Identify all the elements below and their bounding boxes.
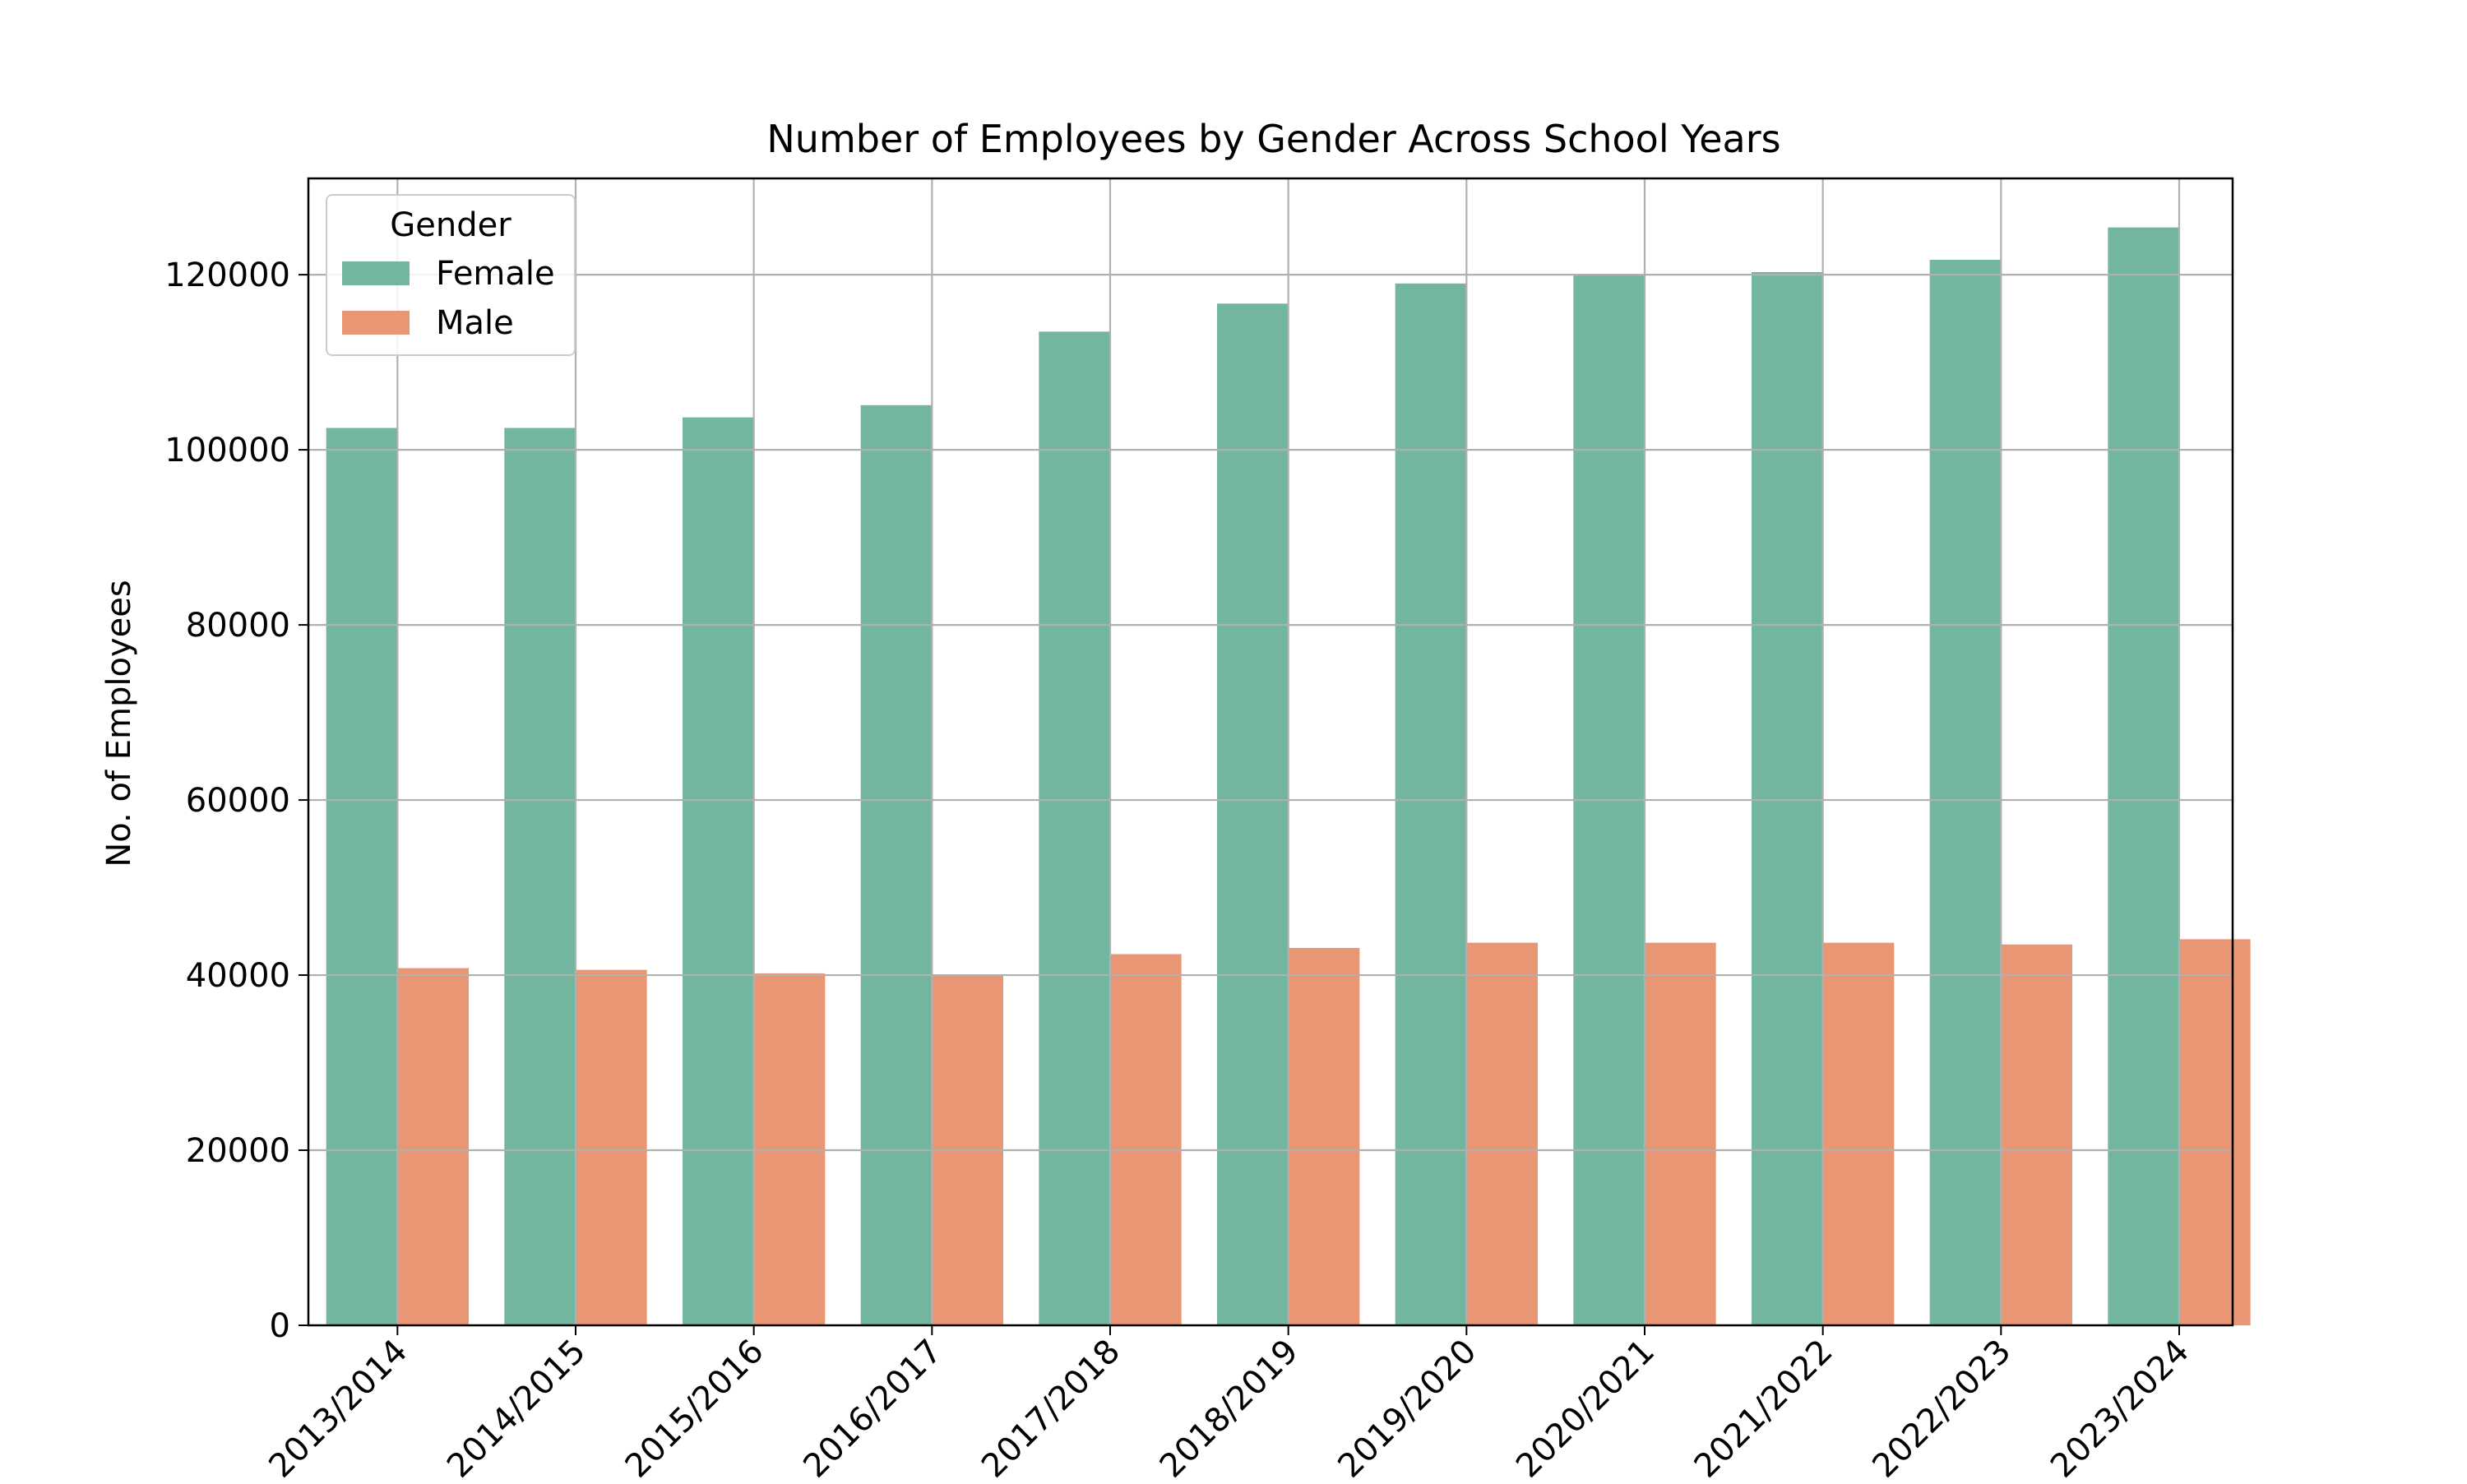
y-tick-label: 20000 <box>186 1132 290 1170</box>
bar-female-2014-2015 <box>504 428 576 1325</box>
y-axis-label: No. of Employees <box>100 580 138 867</box>
x-tick-label: 2014/2015 <box>440 1333 593 1480</box>
bar-male-2023-2024 <box>2179 939 2251 1325</box>
legend-swatch-male <box>342 311 410 335</box>
bar-female-2019-2020 <box>1395 283 1467 1325</box>
bar-female-2013-2014 <box>326 428 398 1325</box>
x-tick-label: 2021/2022 <box>1687 1333 1840 1480</box>
x-tick-label: 2023/2024 <box>2043 1333 2196 1480</box>
x-tick-label: 2013/2014 <box>262 1333 414 1480</box>
bar-male-2021-2022 <box>1822 942 1895 1325</box>
bar-male-2014-2015 <box>576 969 647 1325</box>
legend-title: Gender <box>390 206 511 244</box>
y-tick-label: 60000 <box>186 782 290 820</box>
x-tick-label: 2016/2017 <box>796 1333 949 1480</box>
bar-male-2018-2019 <box>1288 948 1360 1325</box>
legend: Gender Female Male <box>326 194 576 356</box>
plot-frame <box>307 177 2234 1327</box>
y-tick-label: 100000 <box>164 432 290 469</box>
bar-male-2020-2021 <box>1645 942 1716 1325</box>
bar-female-2023-2024 <box>2108 227 2179 1326</box>
bar-male-2017-2018 <box>1110 954 1182 1325</box>
x-tick-label: 2017/2018 <box>974 1333 1127 1480</box>
bar-female-2022-2023 <box>1929 260 2002 1325</box>
legend-label-male: Male <box>436 304 514 342</box>
bar-male-2022-2023 <box>2001 944 2072 1325</box>
y-tick-label: 80000 <box>186 607 290 645</box>
x-tick-label: 2018/2019 <box>1153 1333 1306 1480</box>
bar-male-2013-2014 <box>397 968 469 1325</box>
y-tick-label: 40000 <box>186 957 290 995</box>
bar-female-2021-2022 <box>1752 271 1823 1325</box>
x-tick-label: 2020/2021 <box>1509 1333 1662 1480</box>
bar-female-2016-2017 <box>860 405 933 1326</box>
bar-female-2017-2018 <box>1039 331 1110 1325</box>
grid-layer <box>308 178 2233 1325</box>
x-tick-label: 2022/2023 <box>1865 1333 2018 1480</box>
bar-male-2019-2020 <box>1466 942 1538 1325</box>
y-tick-label: 120000 <box>164 257 290 294</box>
legend-label-female: Female <box>436 255 555 293</box>
chart-title: Number of Employees by Gender Across Sch… <box>766 117 1780 161</box>
x-tick-label: 2015/2016 <box>618 1333 771 1480</box>
y-tick-label: 0 <box>270 1307 290 1345</box>
bar-female-2015-2016 <box>683 417 754 1325</box>
legend-swatch-female <box>342 261 410 285</box>
bar-female-2018-2019 <box>1217 303 1289 1326</box>
x-tick-label: 2019/2020 <box>1331 1333 1483 1480</box>
